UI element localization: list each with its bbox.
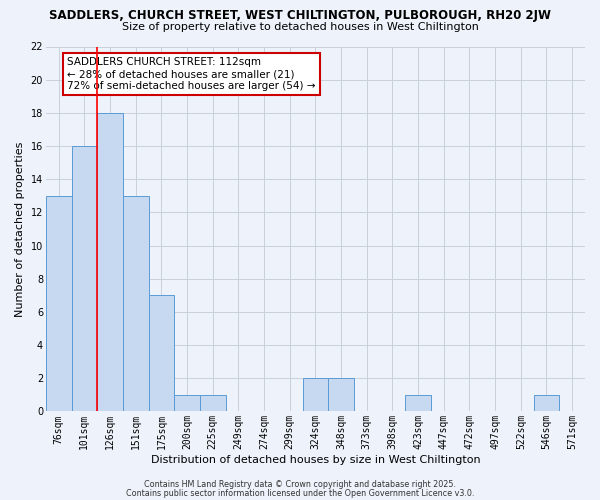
Bar xyxy=(97,113,123,412)
Text: Contains public sector information licensed under the Open Government Licence v3: Contains public sector information licen… xyxy=(126,488,474,498)
Y-axis label: Number of detached properties: Number of detached properties xyxy=(15,142,25,316)
Bar xyxy=(328,378,354,412)
Bar xyxy=(46,196,71,412)
Bar xyxy=(200,395,226,411)
Text: SADDLERS, CHURCH STREET, WEST CHILTINGTON, PULBOROUGH, RH20 2JW: SADDLERS, CHURCH STREET, WEST CHILTINGTO… xyxy=(49,9,551,22)
Bar xyxy=(174,395,200,411)
Bar xyxy=(533,395,559,411)
Bar xyxy=(149,296,174,412)
Text: SADDLERS CHURCH STREET: 112sqm
← 28% of detached houses are smaller (21)
72% of : SADDLERS CHURCH STREET: 112sqm ← 28% of … xyxy=(67,58,316,90)
Bar xyxy=(71,146,97,411)
X-axis label: Distribution of detached houses by size in West Chiltington: Distribution of detached houses by size … xyxy=(151,455,480,465)
Bar xyxy=(123,196,149,412)
Bar xyxy=(302,378,328,412)
Text: Contains HM Land Registry data © Crown copyright and database right 2025.: Contains HM Land Registry data © Crown c… xyxy=(144,480,456,489)
Bar xyxy=(405,395,431,411)
Text: Size of property relative to detached houses in West Chiltington: Size of property relative to detached ho… xyxy=(122,22,478,32)
